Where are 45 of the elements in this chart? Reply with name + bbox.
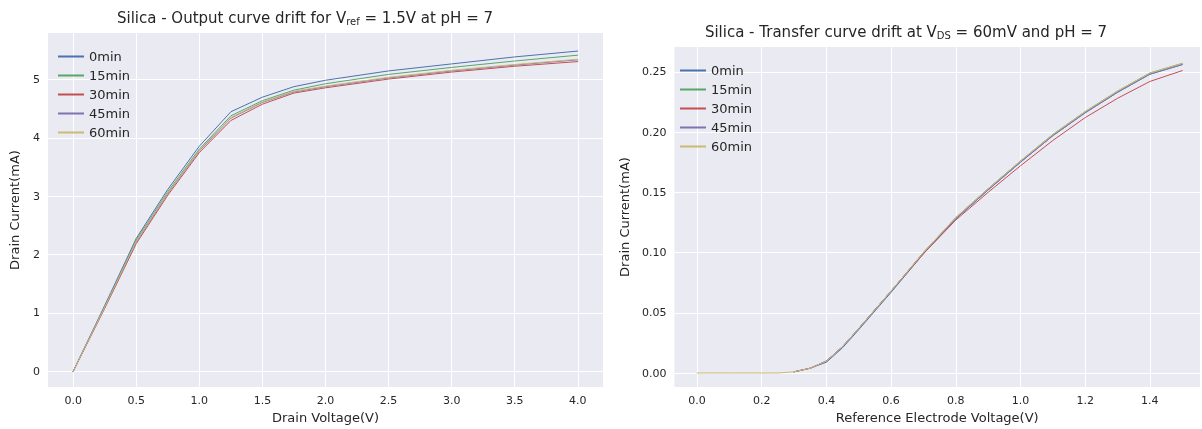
legend-label: 30min: [711, 101, 753, 116]
legend-label: 15min: [711, 82, 753, 97]
y-tick-label: 0: [33, 364, 40, 378]
y-tick-label: 0.00: [641, 366, 667, 380]
x-tick-label: 0.0: [64, 394, 82, 407]
y-tick-label: 0.20: [641, 125, 667, 139]
x-tick-label: 1.0: [1011, 394, 1030, 407]
legend-label: 60min: [89, 125, 131, 140]
legend-label: 45min: [711, 120, 753, 135]
y-tick-label: 0.25: [641, 65, 667, 79]
x-tick-label: 1.5: [253, 394, 272, 407]
x-tick-label: 2.5: [379, 394, 398, 407]
y-tick-label: 2: [33, 248, 40, 262]
legend-label: 0min: [89, 49, 122, 64]
x-axis-title: Reference Electrode Voltage(V): [835, 410, 1039, 425]
y-tick-label: 0.10: [641, 246, 667, 260]
y-tick-label: 0.05: [641, 306, 667, 320]
y-axis-title: Drain Current(mA): [7, 150, 22, 270]
x-tick-label: 0.6: [882, 394, 900, 407]
y-tick-label: 1: [33, 306, 40, 320]
legend-label: 30min: [89, 87, 131, 102]
y-axis-title: Drain Current(mA): [617, 157, 632, 277]
legend-label: 15min: [89, 68, 131, 83]
x-axis-title: Drain Voltage(V): [271, 410, 380, 425]
x-tick-label: 0.5: [127, 394, 146, 407]
x-tick-label: 1.4: [1141, 394, 1159, 407]
x-tick-label: 3.0: [442, 394, 461, 407]
y-tick-label: 4: [33, 131, 40, 145]
x-tick-label: 0.8: [947, 394, 965, 407]
legend-label: 45min: [89, 106, 131, 121]
x-tick-label: 4.0: [569, 394, 587, 407]
x-tick-label: 1.2: [1076, 394, 1094, 407]
x-tick-label: 1.0: [190, 394, 209, 407]
y-tick-label: 0.15: [641, 185, 667, 199]
y-tick-label: 5: [33, 73, 40, 87]
chart-title: Silica - Transfer curve drift at VDS = 60mV and pH = 7: [704, 23, 1108, 41]
legend-label: 0min: [711, 63, 744, 78]
chart-title: Silica - Output curve drift for Vref = 1.5V at pH = 7: [116, 9, 494, 27]
x-tick-label: 0.0: [688, 394, 706, 407]
legend-label: 60min: [711, 139, 753, 154]
x-tick-label: 3.5: [505, 394, 524, 407]
x-tick-label: 2.0: [316, 394, 335, 407]
x-tick-label: 0.2: [752, 394, 771, 407]
y-tick-label: 3: [33, 189, 40, 203]
x-tick-label: 0.4: [817, 394, 836, 407]
